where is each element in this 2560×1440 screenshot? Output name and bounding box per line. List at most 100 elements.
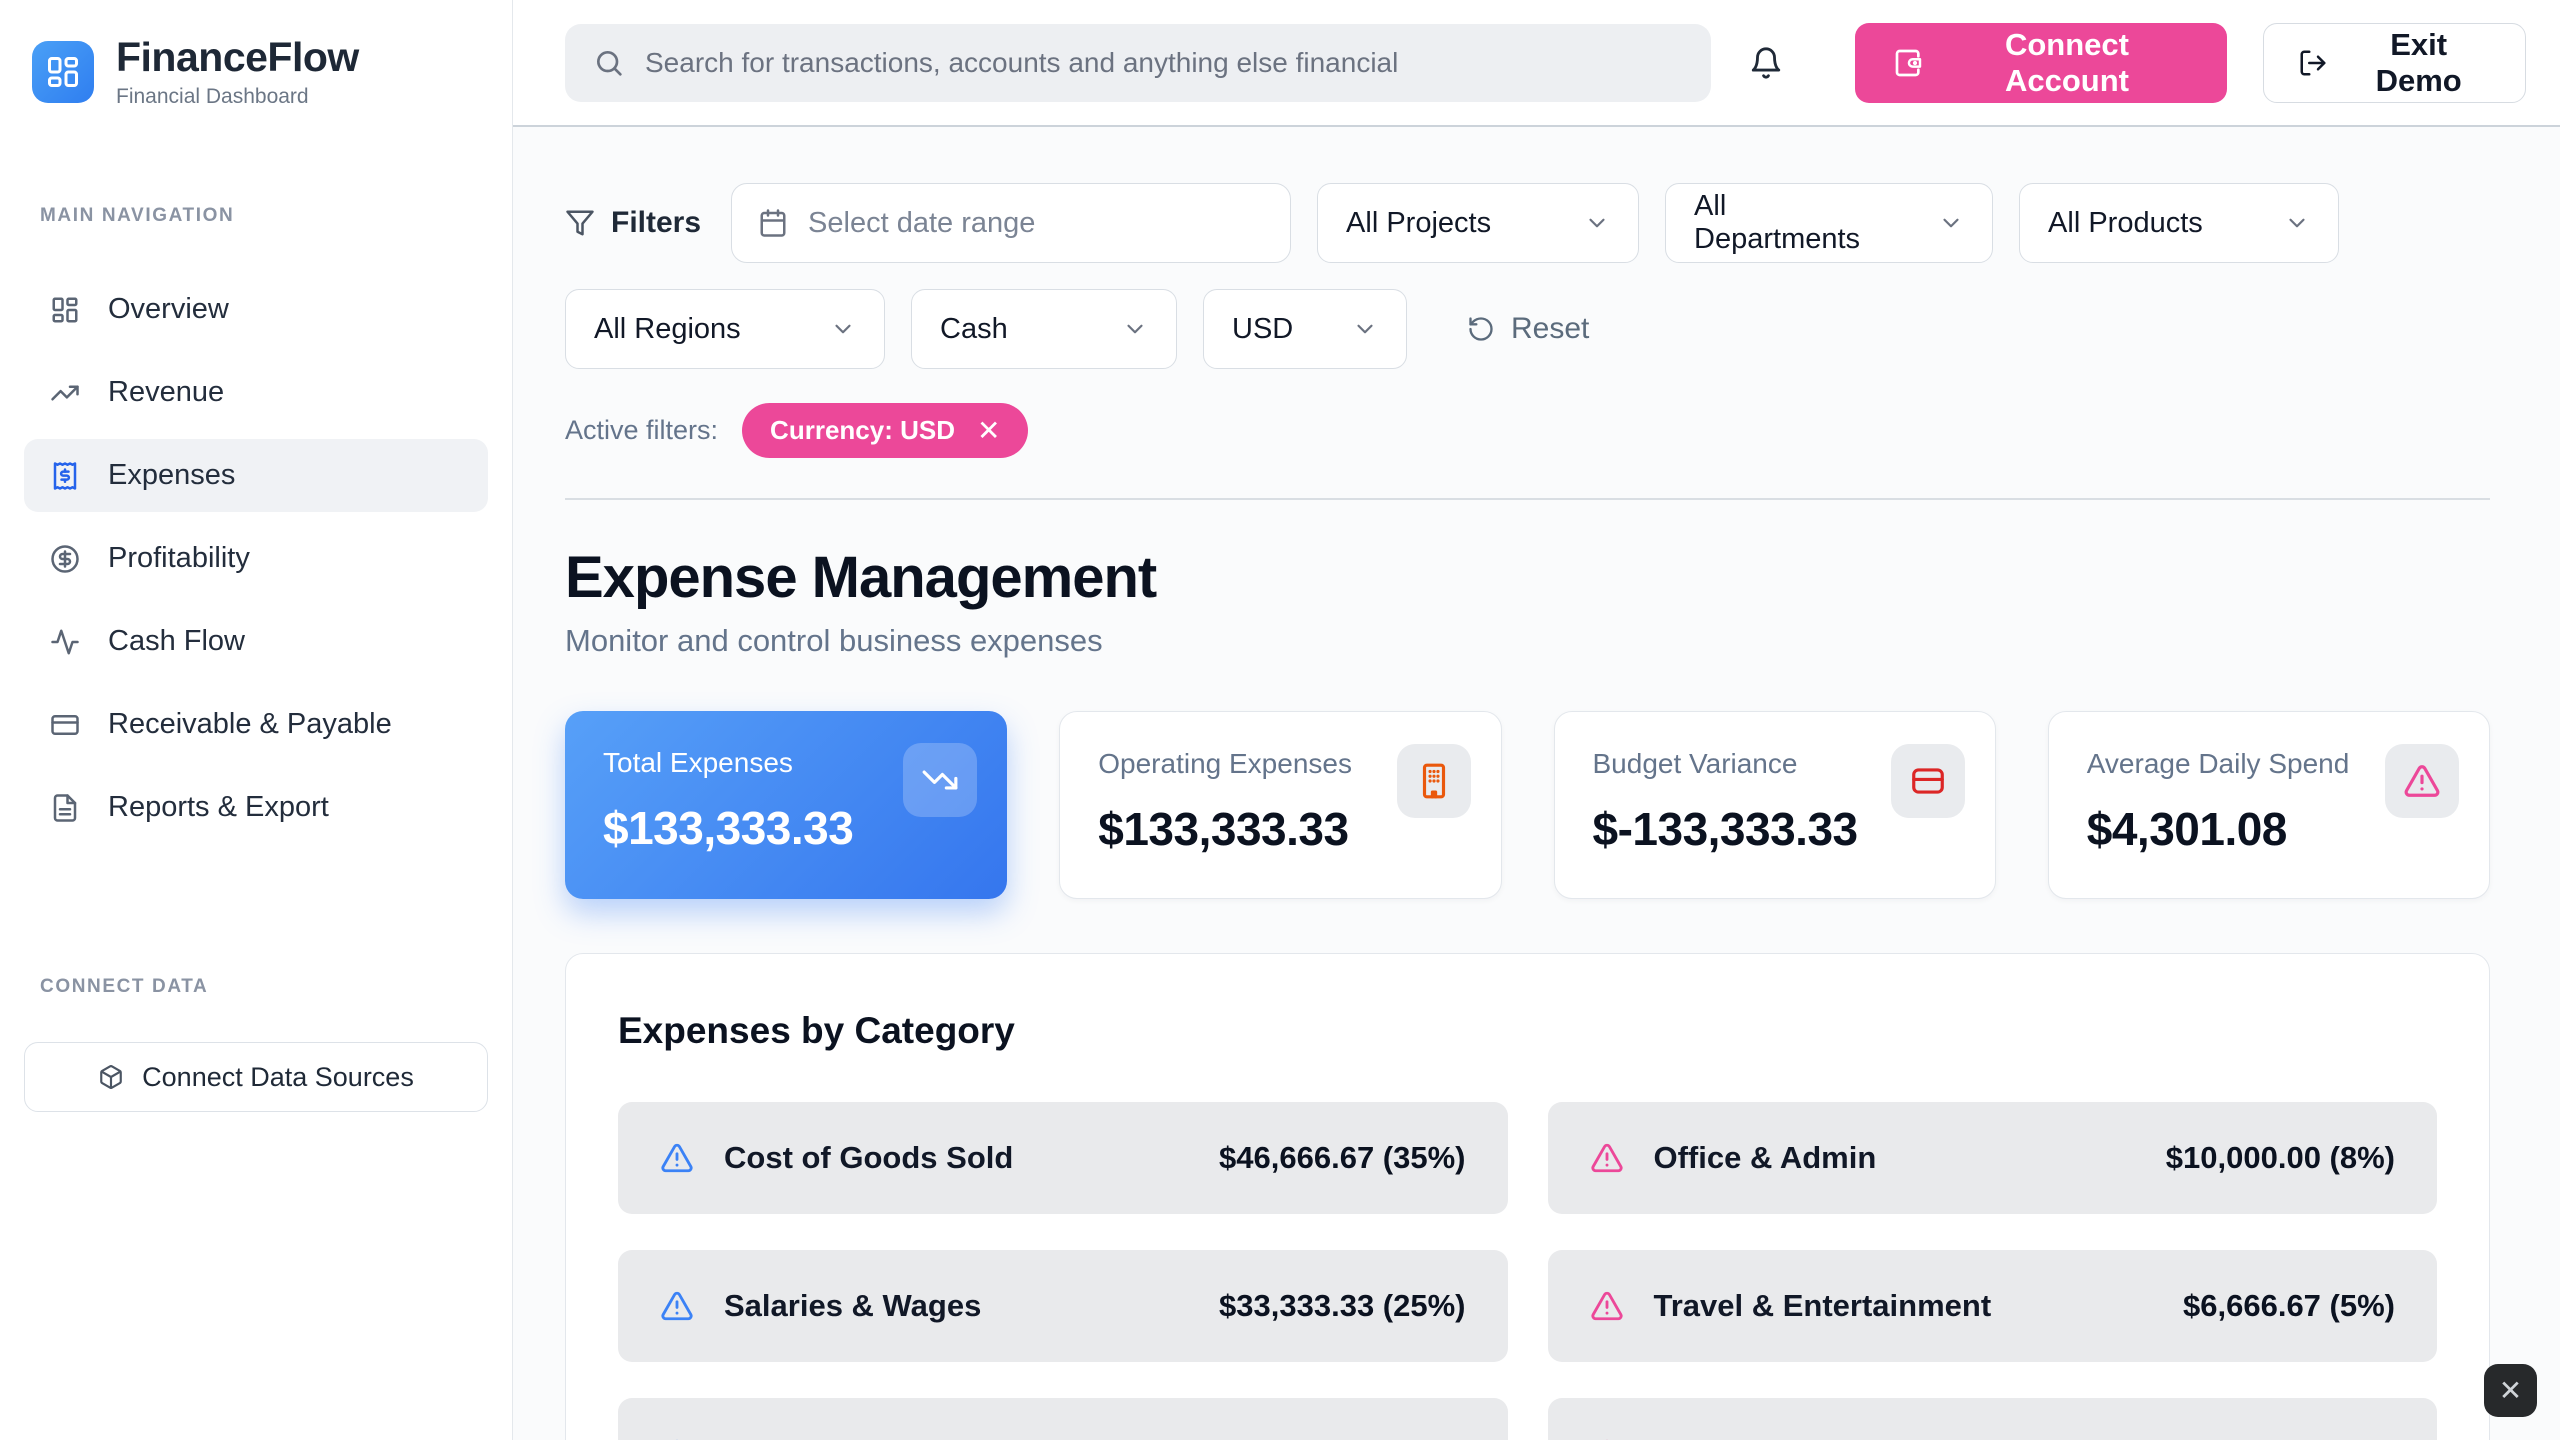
accounting-basis-value: Cash [940, 312, 1008, 345]
category-row-professional-services[interactable]: Professional Services $3,333.33 (3%) [1547, 1398, 2437, 1440]
reset-filters-button[interactable]: Reset [1467, 312, 1589, 346]
category-row-cost-of-goods-sold[interactable]: Cost of Goods Sold $46,666.67 (35%) [618, 1102, 1508, 1214]
brand: FinanceFlow Financial Dashboard [24, 30, 488, 139]
sidebar-item-label: Cash Flow [108, 625, 245, 657]
sidebar-item-label: Reports & Export [108, 791, 329, 823]
stat-icon-chip [2385, 744, 2459, 818]
category-name: Travel & Entertainment [1653, 1288, 1992, 1323]
connect-data-sources-button[interactable]: Connect Data Sources [24, 1042, 488, 1112]
wallet-icon [1893, 47, 1925, 79]
rotate-ccw-icon [1467, 315, 1495, 343]
search-input[interactable] [645, 46, 1683, 79]
category-row-office-admin[interactable]: Office & Admin $10,000.00 (8%) [1547, 1102, 2437, 1214]
reset-label: Reset [1511, 312, 1590, 345]
box-icon [98, 1064, 124, 1090]
activity-icon [50, 627, 80, 657]
connect-account-label: Connect Account [2004, 26, 2129, 98]
sidebar-item-revenue[interactable]: Revenue [24, 356, 488, 429]
search-icon [593, 47, 625, 79]
regions-select[interactable]: All Regions [565, 289, 885, 369]
page-title: Expense Management [565, 545, 1157, 610]
departments-select[interactable]: All Departments [1665, 183, 1994, 263]
chevron-down-icon [1352, 316, 1378, 342]
nav-section-label: MAIN NAVIGATION [40, 205, 235, 226]
currency-chip-label: Currency: USD [770, 415, 955, 445]
filters-row-1: Filters All Projects All Departments All… [565, 183, 2490, 263]
exit-demo-button[interactable]: Exit Demo [2263, 22, 2526, 103]
stat-card-average-daily-spend[interactable]: Average Daily Spend $4,301.08 [2047, 711, 2490, 899]
stat-value: $-133,333.33 [1592, 803, 1859, 855]
currency-select[interactable]: USD [1203, 289, 1407, 369]
date-range-input[interactable] [808, 206, 1265, 240]
stat-value: $4,301.08 [2086, 803, 2288, 855]
stat-label: Operating Expenses [1098, 748, 1352, 779]
sidebar-item-label: Revenue [108, 376, 225, 408]
sidebar-item-expenses[interactable]: Expenses [24, 439, 488, 512]
products-select[interactable]: All Products [2019, 183, 2340, 263]
category-row-travel-entertainment[interactable]: Travel & Entertainment $6,666.67 (5%) [1547, 1250, 2437, 1362]
stat-card-operating-expenses[interactable]: Operating Expenses $133,333.33 [1059, 711, 1502, 899]
stat-card-total-expenses[interactable]: Total Expenses $133,333.33 [565, 711, 1008, 899]
departments-select-value: All Departments [1694, 190, 1861, 255]
credit-card-icon [1909, 762, 1947, 800]
trending-down-icon [921, 761, 959, 799]
chevron-down-icon [1584, 210, 1610, 236]
connect-account-button[interactable]: Connect Account [1854, 22, 2228, 103]
currency-filter-chip[interactable]: Currency: USD ✕ [742, 403, 1029, 458]
stat-icon-chip [903, 743, 978, 817]
floating-close-button[interactable]: ✕ [2484, 1364, 2537, 1417]
sidebar: FinanceFlow Financial Dashboard MAIN NAV… [0, 0, 513, 1440]
category-value: $33,333.33 (25%) [1219, 1288, 1466, 1323]
stat-value: $133,333.33 [1098, 803, 1349, 855]
category-row-marketing[interactable]: Marketing $20,000.00 (15%) [618, 1398, 1508, 1440]
dashboard-icon [50, 295, 80, 325]
stat-label: Budget Variance [1592, 748, 1798, 779]
global-search[interactable] [565, 23, 1711, 102]
app-title: FinanceFlow [116, 34, 359, 80]
accounting-basis-select[interactable]: Cash [911, 289, 1177, 369]
sidebar-item-label: Expenses [108, 459, 236, 491]
category-name: Office & Admin [1653, 1140, 1877, 1175]
chip-close-icon[interactable]: ✕ [976, 414, 1001, 446]
projects-select[interactable]: All Projects [1317, 183, 1640, 263]
filters-label: Filters [611, 206, 702, 239]
connect-data-sources-label: Connect Data Sources [142, 1061, 414, 1092]
category-row-salaries-wages[interactable]: Salaries & Wages $33,333.33 (25%) [618, 1250, 1508, 1362]
category-value: $46,666.67 (35%) [1219, 1140, 1466, 1175]
close-icon: ✕ [2498, 1375, 2523, 1406]
sidebar-item-overview[interactable]: Overview [24, 273, 488, 346]
category-value: $20,000.00 (15%) [1219, 1436, 1465, 1440]
app-subtitle: Financial Dashboard [116, 85, 309, 108]
notifications-bell-icon[interactable] [1749, 46, 1783, 80]
category-name: Salaries & Wages [724, 1288, 982, 1323]
sidebar-item-receivable-payable[interactable]: Receivable & Payable [24, 688, 488, 761]
receipt-icon [50, 461, 80, 491]
projects-select-value: All Projects [1346, 206, 1492, 239]
sidebar-item-profitability[interactable]: Profitability [24, 522, 488, 595]
sidebar-item-label: Receivable & Payable [108, 708, 392, 740]
alert-triangle-icon [1590, 1289, 1624, 1323]
sidebar-item-reports-export[interactable]: Reports & Export [24, 771, 488, 844]
active-filters-label: Active filters: [565, 415, 719, 445]
sidebar-item-cash-flow[interactable]: Cash Flow [24, 605, 488, 678]
alert-triangle-icon [2403, 762, 2441, 800]
alert-triangle-icon [1590, 1141, 1624, 1175]
main-content: Filters All Projects All Departments All… [513, 127, 2560, 1440]
alert-triangle-icon [660, 1289, 694, 1323]
date-range-picker[interactable] [731, 183, 1292, 263]
sidebar-item-label: Profitability [108, 542, 250, 574]
stat-cards: Total Expenses $133,333.33 Operating Exp… [565, 711, 2490, 899]
log-out-icon [2298, 48, 2328, 78]
stat-card-budget-variance[interactable]: Budget Variance $-133,333.33 [1553, 711, 1996, 899]
categories-title: Expenses by Category [618, 1010, 1015, 1051]
exit-demo-label: Exit Demo [2375, 26, 2462, 98]
connect-section-label: CONNECT DATA [40, 976, 209, 997]
section-divider [565, 498, 2490, 500]
expenses-by-category-card: Expenses by Category Cost of Goods Sold … [565, 953, 2490, 1440]
category-name: Marketing [724, 1436, 870, 1440]
stat-label: Total Expenses [603, 747, 793, 778]
file-text-icon [50, 793, 80, 823]
chevron-down-icon [830, 316, 856, 342]
stat-icon-chip [1890, 744, 1965, 818]
main-navigation: Overview Revenue Expenses Profitability … [24, 273, 488, 844]
